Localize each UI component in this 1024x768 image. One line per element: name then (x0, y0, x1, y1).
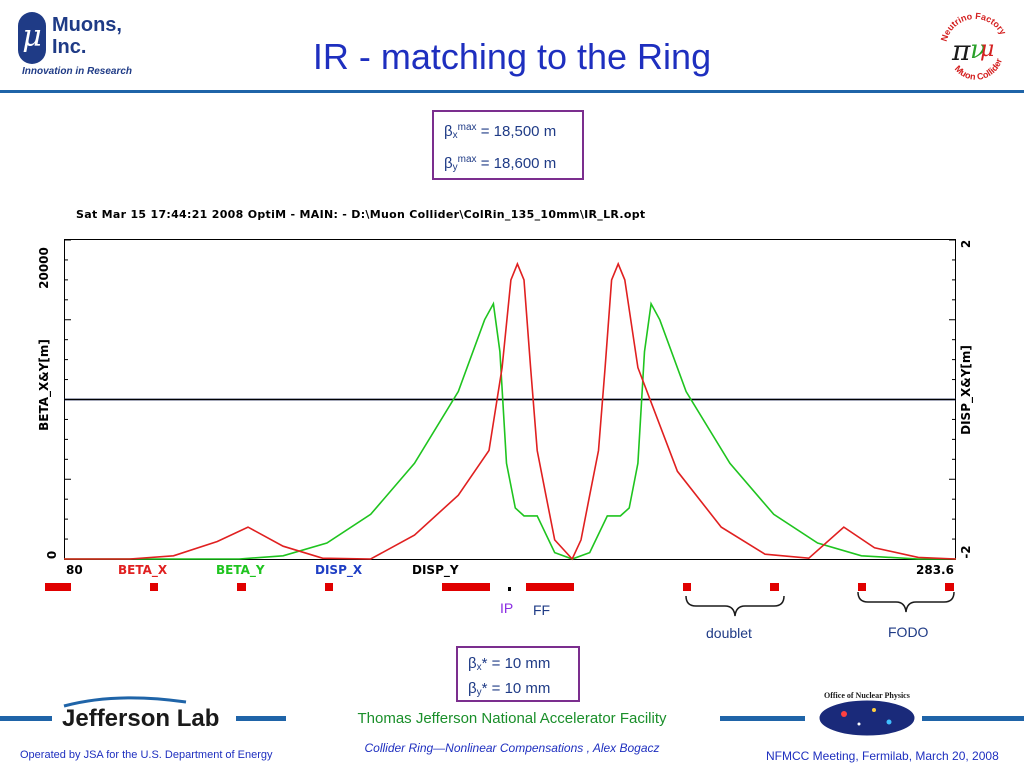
footer-rule (0, 716, 52, 721)
y-tick-left-max: 20000 (37, 247, 51, 289)
footer-rule (720, 716, 805, 721)
beta-star-box: βx* = 10 mm βy* = 10 mm (456, 646, 580, 702)
svg-text:ν: ν (970, 35, 986, 65)
beta-x-star-line: βx* = 10 mm (468, 653, 568, 678)
beta-x-max-value: = 18,500 m (476, 123, 557, 140)
beta-symbol: β (468, 680, 477, 697)
subscript-y: y (476, 687, 482, 698)
company-tagline: Innovation in Research (22, 66, 133, 77)
legend-disp-y: DISP_Y (412, 563, 459, 577)
svg-text:Office of Nuclear Physics: Office of Nuclear Physics (824, 691, 910, 700)
legend-beta-x: BETA_X (118, 563, 168, 577)
y-tick-right-min: -2 (959, 545, 973, 559)
beta-y-max-line: βymax = 18,600 m (444, 148, 572, 180)
beta-x-star-value: * = 10 mm (481, 655, 551, 672)
talk-title: Collider Ring—Nonlinear Compensations , … (364, 741, 660, 755)
beta-symbol: β (444, 155, 453, 172)
ip-marker (508, 587, 511, 591)
x-tick-min: 80 (66, 563, 83, 577)
series-line-beta-x (64, 261, 957, 561)
superscript-max: max (457, 154, 477, 165)
lattice-element-block (770, 583, 779, 591)
neutrino-factory-muon-collider-logo: Neutrino Factory Muon Collider π ν μ (939, 8, 1010, 88)
jefferson-lab-logo: Jefferson Lab (56, 696, 236, 738)
mu-symbol-icon: μ (18, 12, 46, 64)
fodo-brace-icon (857, 591, 955, 613)
operated-by-note: Operated by JSA for the U.S. Department … (20, 749, 273, 761)
office-of-nuclear-physics-logo: Office of Nuclear Physics (814, 690, 920, 742)
doublet-brace-icon (685, 595, 785, 617)
lattice-element-block (237, 583, 246, 591)
subscript-y: y (452, 162, 458, 173)
series-line-beta-y (64, 301, 956, 560)
lattice-element-block (442, 583, 490, 591)
lattice-element-block (526, 583, 574, 591)
svg-text:μ: μ (980, 37, 994, 62)
y-axis-label-right: DISP_X&Y[m] (959, 345, 973, 435)
subscript-x: x (476, 662, 482, 673)
superscript-max: max (457, 122, 477, 133)
footer-rule (922, 716, 1024, 721)
company-name: Muons, Inc. (52, 14, 122, 58)
nuclear-physics-emblem-icon: Office of Nuclear Physics (818, 691, 916, 737)
lattice-element-block (683, 583, 691, 591)
beta-symbol: β (444, 123, 453, 140)
nfmc-emblem-icon: Neutrino Factory Muon Collider π ν μ (939, 11, 1008, 82)
legend-disp-x: DISP_X (315, 563, 363, 577)
muons-inc-logo: μ Muons, Inc. Innovation in Research (18, 10, 148, 80)
y-tick-right-max: 2 (959, 239, 973, 249)
y-axis-label-left: BETA_X&Y[m] (37, 339, 51, 431)
subscript-x: x (452, 130, 458, 141)
ip-label: IP (500, 600, 514, 616)
lattice-element-block (325, 583, 333, 591)
beta-y-star-value: * = 10 mm (481, 680, 551, 697)
jlab-wordmark: Jefferson Lab (62, 705, 219, 732)
legend-beta-y: BETA_Y (216, 563, 265, 577)
beta-y-max-value: = 18,600 m (476, 155, 557, 172)
lattice-element-block (45, 583, 71, 591)
svg-text:π: π (951, 34, 971, 67)
jlab-swoosh-icon (63, 696, 187, 708)
beta-symbol: β (468, 655, 477, 672)
y-tick-left-min: 0 (45, 550, 59, 560)
lattice-element-block (945, 583, 954, 591)
beta-x-max-line: βxmax = 18,500 m (444, 116, 572, 148)
slide-title: IR - matching to the Ring (312, 36, 712, 77)
svg-text:Jefferson Lab: Jefferson Lab (62, 705, 219, 732)
facility-name: Thomas Jefferson National Accelerator Fa… (357, 710, 667, 727)
lattice-element-block (858, 583, 866, 591)
header-divider (0, 90, 1024, 93)
beta-max-box: βxmax = 18,500 m βymax = 18,600 m (432, 110, 584, 180)
lattice-element-block (150, 583, 158, 591)
x-tick-max: 283.6 (916, 563, 954, 577)
meeting-info: NFMCC Meeting, Fermilab, March 20, 2008 (766, 749, 999, 763)
fodo-label: FODO (888, 624, 929, 640)
chart-title: Sat Mar 15 17:44:21 2008 OptiM - MAIN: -… (76, 208, 646, 221)
ff-label: FF (533, 602, 551, 618)
doublet-label: doublet (706, 625, 752, 641)
footer-rule (236, 716, 286, 721)
beta-y-star-line: βy* = 10 mm (468, 678, 568, 703)
